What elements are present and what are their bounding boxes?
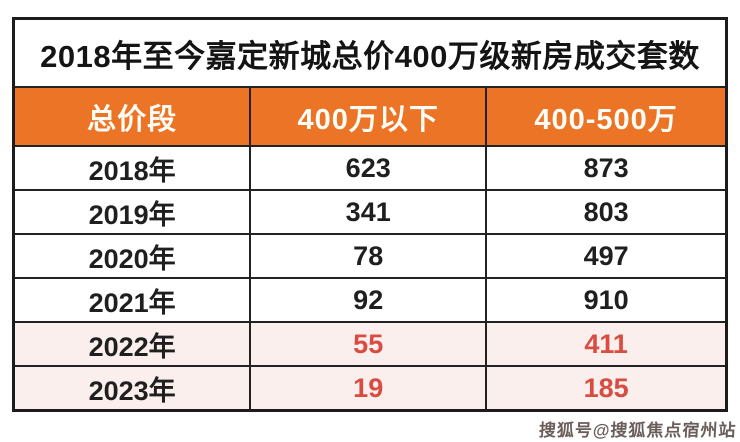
table-title: 2018年至今嘉定新城总价400万级新房成交套数 [12,17,728,88]
table-row-2018: 2018年 623 873 [12,145,728,191]
table-row-2023-highlighted: 2023年 19 185 [12,365,728,412]
year-cell: 2023年 [12,365,252,412]
value-cell-below-400: 55 [249,321,488,367]
year-cell: 2020年 [12,233,252,279]
value-cell-400-500: 411 [485,321,728,367]
value-cell-400-500: 185 [485,365,728,412]
title-row: 2018年至今嘉定新城总价400万级新房成交套数 [12,17,728,88]
year-cell: 2018年 [12,145,252,191]
value-cell-below-400: 92 [249,277,488,323]
value-cell-below-400: 19 [249,365,488,412]
header-price-range: 总价段 [12,86,252,147]
value-cell-400-500: 497 [485,233,728,279]
value-cell-400-500: 803 [485,189,728,235]
value-cell-below-400: 341 [249,189,488,235]
value-cell-below-400: 623 [249,145,488,191]
header-400-500: 400-500万 [485,86,728,147]
sohu-watermark: 搜狐号@搜狐焦点宿州站 [538,421,738,440]
table-row-2021: 2021年 92 910 [12,277,728,323]
table-row-2019: 2019年 341 803 [12,189,728,235]
value-cell-400-500: 910 [485,277,728,323]
value-cell-400-500: 873 [485,145,728,191]
year-cell: 2022年 [12,321,252,367]
table-row-2020: 2020年 78 497 [12,233,728,279]
table-row-2022-highlighted: 2022年 55 411 [12,321,728,367]
value-cell-below-400: 78 [249,233,488,279]
price-table: 2018年至今嘉定新城总价400万级新房成交套数 总价段 400万以下 400-… [12,17,728,412]
year-cell: 2019年 [12,189,252,235]
header-below-400: 400万以下 [249,86,488,147]
year-cell: 2021年 [12,277,252,323]
header-row: 总价段 400万以下 400-500万 [12,86,728,147]
